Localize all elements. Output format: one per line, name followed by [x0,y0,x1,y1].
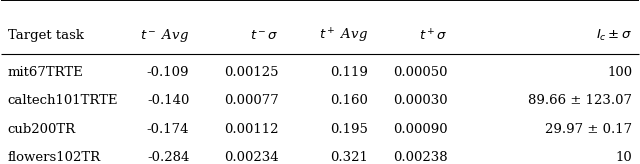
Text: 10: 10 [616,151,632,164]
Text: flowers102TR: flowers102TR [8,151,101,164]
Text: cub200TR: cub200TR [8,123,76,136]
Text: 0.119: 0.119 [330,66,368,79]
Text: 0.160: 0.160 [330,94,368,107]
Text: 0.321: 0.321 [330,151,368,164]
Text: $I_c \pm \sigma$: $I_c \pm \sigma$ [596,28,632,43]
Text: 0.00234: 0.00234 [224,151,278,164]
Text: 29.97 ± 0.17: 29.97 ± 0.17 [545,123,632,136]
Text: -0.174: -0.174 [147,123,189,136]
Text: $t^-$ Avg: $t^-$ Avg [140,27,189,44]
Text: -0.140: -0.140 [147,94,189,107]
Text: 0.195: 0.195 [330,123,368,136]
Text: 0.00090: 0.00090 [393,123,447,136]
Text: -0.109: -0.109 [147,66,189,79]
Text: 100: 100 [607,66,632,79]
Text: 0.00112: 0.00112 [224,123,278,136]
Text: $t^+\sigma$: $t^+\sigma$ [419,28,447,43]
Text: 0.00030: 0.00030 [393,94,447,107]
Text: 0.00050: 0.00050 [393,66,447,79]
Text: $t^-\sigma$: $t^-\sigma$ [250,29,278,42]
Text: mit67TRTE: mit67TRTE [8,66,83,79]
Text: 0.00077: 0.00077 [224,94,278,107]
Text: caltech101TRTE: caltech101TRTE [8,94,118,107]
Text: $t^+$ Avg: $t^+$ Avg [319,26,368,45]
Text: 89.66 ± 123.07: 89.66 ± 123.07 [528,94,632,107]
Text: Target task: Target task [8,29,84,42]
Text: 0.00125: 0.00125 [224,66,278,79]
Text: -0.284: -0.284 [147,151,189,164]
Text: 0.00238: 0.00238 [393,151,447,164]
